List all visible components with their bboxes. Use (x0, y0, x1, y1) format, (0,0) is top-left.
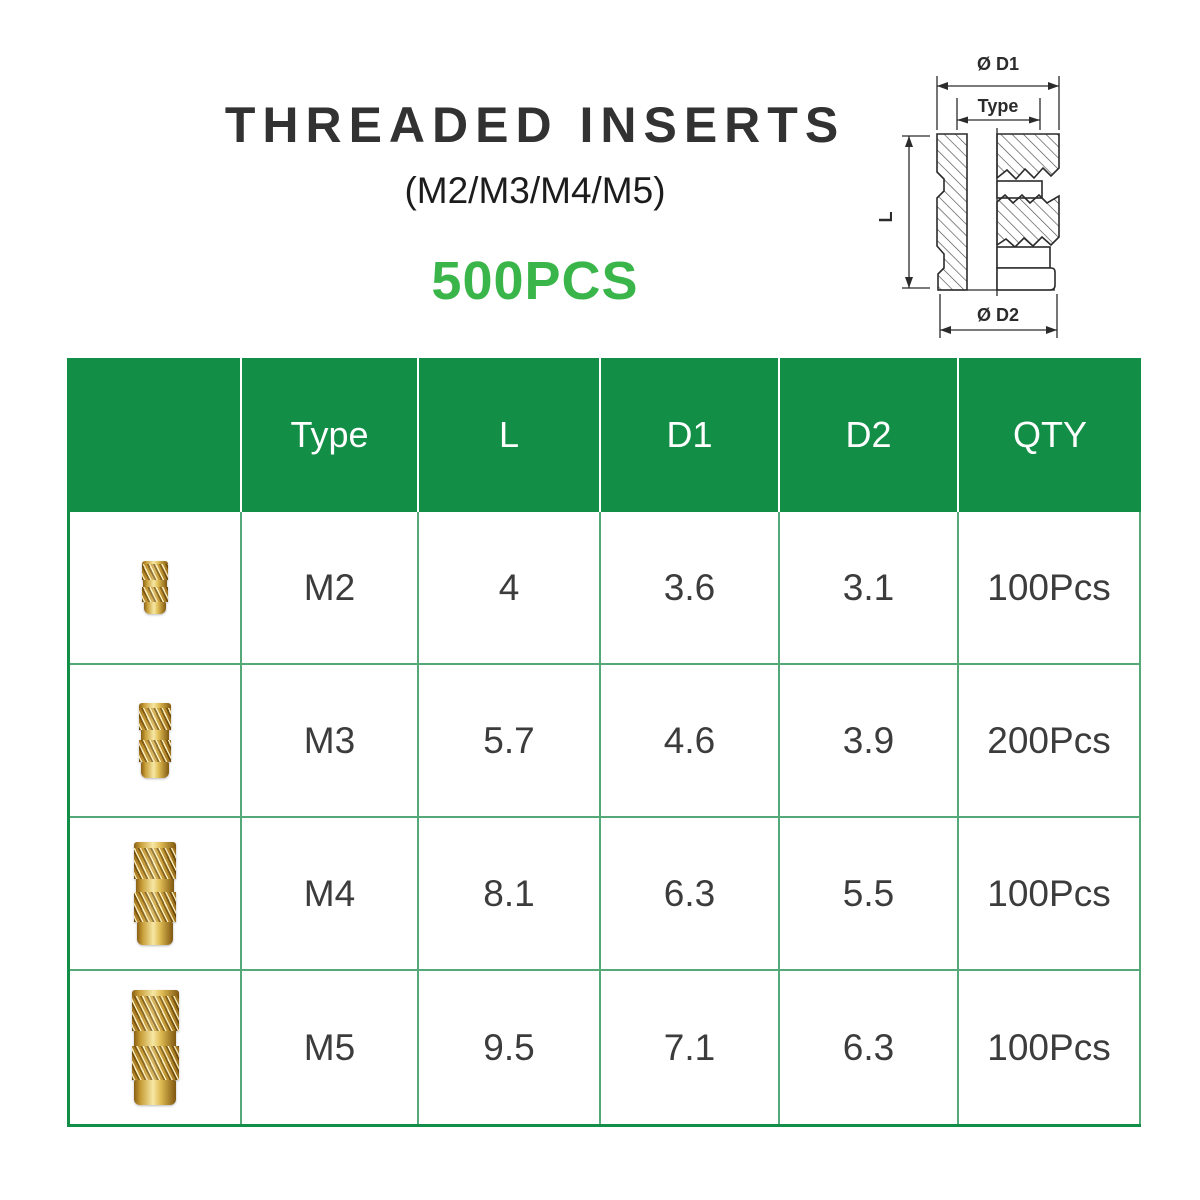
insert-knurl-band (131, 1046, 179, 1080)
diagram-label-type: Type (978, 96, 1019, 116)
brass-insert-m2-photo (142, 561, 168, 614)
table-cell-d2: 3.9 (780, 665, 959, 818)
table-header-d2: D2 (780, 358, 959, 512)
l-arrow-top (905, 136, 913, 147)
insert-knurl-band (131, 996, 179, 1032)
table-row-m2-photo-cell (70, 512, 242, 665)
d2-arrow-left (940, 326, 951, 334)
table-cell-type: M5 (242, 971, 419, 1124)
insert-collar (134, 1079, 176, 1106)
d1-arrow-left (937, 82, 948, 90)
brass-insert-m3-photo (139, 703, 171, 778)
type-arrow-right (1029, 116, 1040, 124)
spec-table: Type L D1 D2 QTY M2 4 3.6 3.1 100Pcs (67, 358, 1141, 1127)
insert-groove (140, 730, 170, 740)
table-row-m4-photo-cell (70, 818, 242, 971)
table-cell-type: M4 (242, 818, 419, 971)
table-cell-d2: 3.1 (780, 512, 959, 665)
table-cell-d1: 6.3 (601, 818, 780, 971)
table-header-qty: QTY (959, 358, 1141, 512)
table-row-m5-photo-cell (70, 971, 242, 1124)
dimension-diagram: Ø D1 Type L Ø D2 (876, 54, 1060, 338)
brass-insert-m5-photo (131, 989, 179, 1106)
table-cell-d2: 5.5 (780, 818, 959, 971)
table-cell-l: 5.7 (419, 665, 601, 818)
insert-knurl-band (134, 848, 176, 880)
table-cell-qty: 100Pcs (959, 818, 1141, 971)
table-cell-qty: 200Pcs (959, 665, 1141, 818)
page-subtitle: (M2/M3/M4/M5) (404, 170, 666, 211)
diagram-knurl-bottom (996, 193, 1060, 249)
table-cell-qty: 100Pcs (959, 512, 1141, 665)
diagram-collar (996, 267, 1056, 291)
table-cell-d1: 4.6 (601, 665, 780, 818)
insert-groove (143, 580, 167, 587)
table-cell-d1: 7.1 (601, 971, 780, 1124)
insert-collar (140, 761, 170, 778)
table-row-m3-photo-cell (70, 665, 242, 818)
insert-rim (139, 703, 171, 708)
insert-collar (143, 602, 167, 614)
insert-knurl-band (134, 892, 176, 923)
table-cell-type: M2 (242, 512, 419, 665)
quantity-badge: 500PCS (431, 251, 639, 311)
table-cell-l: 8.1 (419, 818, 601, 971)
insert-knurl-band (142, 564, 168, 581)
page-title: THREADED INSERTS (224, 97, 846, 153)
diagram-knurl-top (996, 133, 1060, 181)
table-cell-d1: 3.6 (601, 512, 780, 665)
insert-groove (133, 1031, 177, 1047)
d2-arrow-right (1046, 326, 1057, 334)
diagram-label-d2: Ø D2 (977, 305, 1019, 325)
insert-rim (134, 842, 176, 849)
insert-collar (136, 922, 174, 945)
insert-knurl-band (139, 707, 171, 730)
type-arrow-left (957, 116, 968, 124)
table-header-d1: D1 (601, 358, 780, 512)
insert-knurl-band (142, 586, 168, 603)
insert-rim (131, 989, 179, 997)
insert-groove (136, 879, 174, 893)
brass-insert-m4-photo (134, 842, 176, 945)
d1-arrow-right (1048, 82, 1059, 90)
l-arrow-bottom (905, 277, 913, 288)
diagram-neck (996, 246, 1051, 269)
table-cell-l: 4 (419, 512, 601, 665)
table-cell-d2: 6.3 (780, 971, 959, 1124)
table-cell-l: 9.5 (419, 971, 601, 1124)
table-cell-type: M3 (242, 665, 419, 818)
table-header-type: Type (242, 358, 419, 512)
diagram-label-l: L (876, 212, 896, 223)
table-header-l: L (419, 358, 601, 512)
diagram-label-d1: Ø D1 (977, 54, 1019, 74)
table-header-image-column (70, 358, 242, 512)
insert-rim (142, 561, 168, 565)
table-cell-qty: 100Pcs (959, 971, 1141, 1124)
insert-knurl-band (139, 739, 171, 762)
diagram-section-wall (936, 133, 968, 291)
